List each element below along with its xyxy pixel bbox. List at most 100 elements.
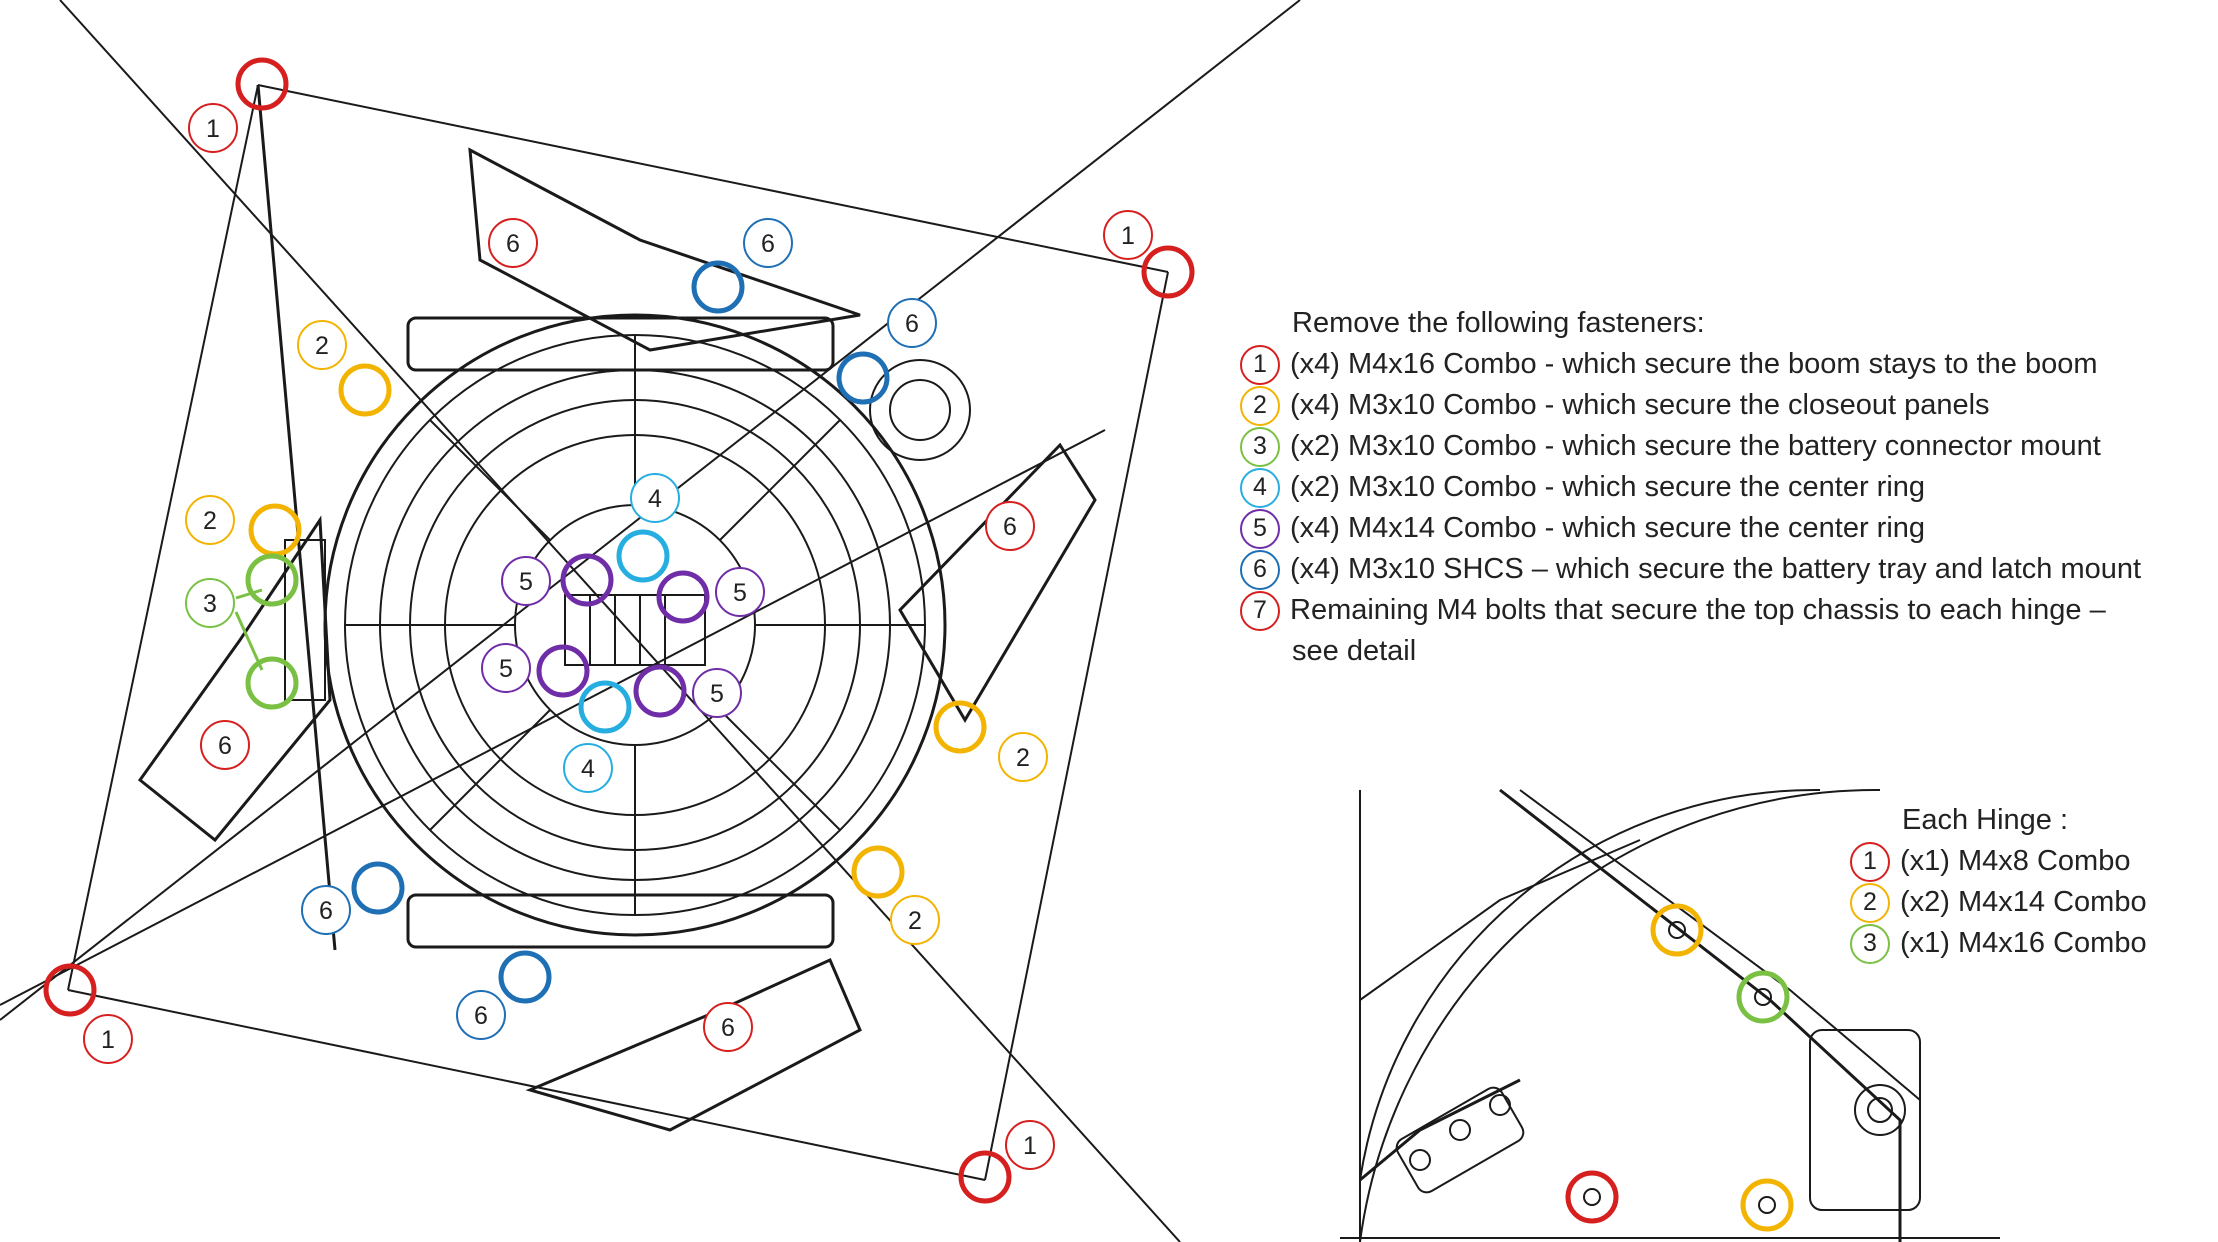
callout-5: 5 [692,668,742,718]
hinge-legend-item-text: (x1) M4x8 Combo [1900,845,2131,877]
callout-3: 3 [185,578,235,628]
legend-item-text: (x2) M3x10 Combo - which secure the cent… [1290,471,1926,503]
svg-text:6: 6 [506,230,520,258]
hinge-legend-item-text: (x1) M4x16 Combo [1900,927,2147,959]
marker-red [1141,245,1195,299]
callout-bubbles: 1 1 1 1 2 2 2 2 3 4 4 5 5 5 5 6 6 6 6 6 … [83,103,1153,1170]
legend-item: 5 (x4) M4x14 Combo - which secure the cen… [1240,508,2141,549]
callout-5: 5 [501,556,551,606]
marker-cyan [578,680,632,734]
callout-6: 6 [301,885,351,935]
hinge-legend-item: 3 (x1) M4x16 Combo [1850,923,2147,964]
marker-blue [836,351,890,405]
callout-4: 4 [630,473,680,523]
callout-6: 6 [200,720,250,770]
legend-number-badge: 6 [1240,549,1280,590]
hinge-legend-item-text: (x2) M4x14 Combo [1900,886,2147,918]
svg-text:4: 4 [581,755,595,783]
marker-blue [498,950,552,1004]
legend-number-badge: 5 [1240,508,1280,549]
svg-text:5: 5 [733,579,747,607]
legend-number-badge: 4 [1240,467,1280,508]
svg-text:1: 1 [1023,1132,1037,1160]
hinge-legend-number-badge: 2 [1850,882,1890,923]
svg-text:1: 1 [1121,222,1135,250]
legend-item-text: (x2) M3x10 Combo - which secure the batt… [1290,430,2101,462]
svg-text:5: 5 [710,680,724,708]
legend-title: Remove the following fasteners: [1292,307,1705,339]
svg-text:2: 2 [1016,744,1030,772]
marker-purple [633,664,687,718]
callout-6: 6 [887,298,937,348]
legend-item: 7 Remaining M4 bolts that secure the top … [1240,590,2141,631]
marker-green [245,656,299,710]
callout-6: 6 [743,218,793,268]
callout-2: 2 [998,732,1048,782]
callout-2: 2 [185,495,235,545]
legend-number-badge: 7 [1240,590,1280,631]
svg-text:5: 5 [519,568,533,596]
svg-text:6: 6 [721,1014,735,1042]
legend-item-text: (x4) M3x10 Combo - which secure the clos… [1290,389,1990,421]
legend-item-text: Remaining M4 bolts that secure the top c… [1290,594,2106,626]
callout-2: 2 [297,320,347,370]
svg-text:6: 6 [474,1002,488,1030]
svg-text:2: 2 [315,332,329,360]
marker-yellow [933,700,987,754]
hinge-legend-number-badge: 1 [1850,841,1890,882]
marker-red [958,1150,1012,1204]
marker-yellow [248,503,302,557]
callout-4: 4 [563,743,613,793]
legend-item: 6 (x4) M3x10 SHCS – which secure the batt… [1240,549,2141,590]
drone-frame [0,0,1301,1242]
marker-cyan [616,529,670,583]
callout-1: 1 [1103,210,1153,260]
marker-yellow [851,845,905,899]
marker-red [235,57,289,111]
svg-text:6: 6 [319,897,333,925]
callout-5: 5 [715,567,765,617]
svg-text:1: 1 [206,115,220,143]
legend-continuation: see detail [1292,635,1417,667]
marker-blue [691,260,745,314]
callout-1: 1 [83,1014,133,1064]
legend-item: 1 (x4) M4x16 Combo - which secure the boo… [1240,344,2141,385]
svg-text:6: 6 [905,310,919,338]
marker-purple [560,553,614,607]
callout-5: 5 [481,643,531,693]
svg-text:5: 5 [499,655,513,683]
legend-item: 2 (x4) M3x10 Combo - which secure the clo… [1240,385,2141,426]
legend-item-text: (x4) M3x10 SHCS – which secure the batte… [1290,553,2142,585]
callout-6: 6 [703,1002,753,1052]
hinge-legend-number-badge: 3 [1850,923,1890,964]
legend-item-text: (x4) M4x14 Combo - which secure the cent… [1290,512,1926,544]
marker-green [245,553,299,607]
svg-text:1: 1 [101,1026,115,1054]
legend-number-badge: 2 [1240,385,1280,426]
svg-text:3: 3 [203,590,217,618]
marker-red [43,963,97,1017]
fastener-legend: Remove the following fasteners: 1 (x4) M4… [1240,303,2141,672]
marker-blue [351,861,405,915]
callout-6: 6 [985,501,1035,551]
svg-text:6: 6 [218,732,232,760]
legend-number-badge: 3 [1240,426,1280,467]
legend-item: 4 (x2) M3x10 Combo - which secure the cen… [1240,467,2141,508]
marker-purple [536,644,590,698]
hinge-legend-item: 1 (x1) M4x8 Combo [1850,841,2147,882]
marker-purple [656,570,710,624]
svg-text:2: 2 [908,907,922,935]
legend-number-badge: 1 [1240,344,1280,385]
callout-6: 6 [488,218,538,268]
legend-item: 3 (x2) M3x10 Combo - which secure the bat… [1240,426,2141,467]
hinge-legend-item: 2 (x2) M4x14 Combo [1850,882,2147,923]
svg-text:6: 6 [761,230,775,258]
svg-text:6: 6 [1003,513,1017,541]
fastener-markers [43,57,1195,1204]
svg-text:2: 2 [203,507,217,535]
legend-item-text: (x4) M4x16 Combo - which secure the boom… [1290,348,2098,380]
callout-3-leaders [234,588,264,671]
callout-6: 6 [456,990,506,1040]
callout-1: 1 [188,103,238,153]
